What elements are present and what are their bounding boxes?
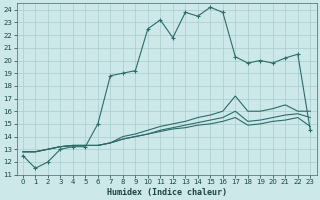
- X-axis label: Humidex (Indice chaleur): Humidex (Indice chaleur): [107, 188, 227, 197]
